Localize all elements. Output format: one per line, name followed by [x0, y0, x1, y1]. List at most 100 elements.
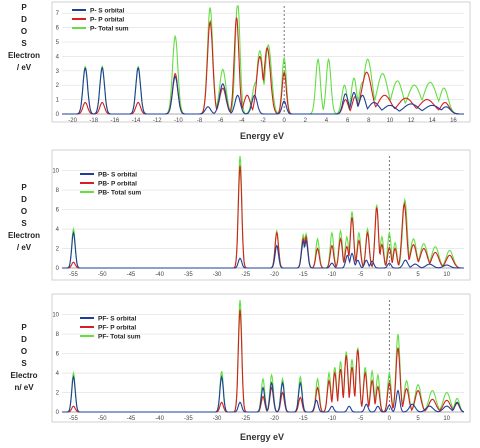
- ylabel-line: O: [21, 27, 27, 36]
- y-tick-label: 6: [56, 26, 60, 32]
- ylabel-line: P: [21, 3, 27, 12]
- panel-3-legend: PF- S orbital PF- P orbital PF- Total sum: [80, 316, 141, 341]
- panel-2-frame: [51, 149, 471, 281]
- y-tick-label: 6: [56, 208, 60, 214]
- x-tick-label: -12: [153, 118, 162, 124]
- x-tick-label: -35: [184, 272, 193, 278]
- y-tick-label: 4: [56, 54, 60, 60]
- x-tick-label: 6: [346, 118, 350, 124]
- ylabel-line: Electron: [8, 51, 40, 60]
- ylabel-line: D: [21, 15, 27, 24]
- x-tick-label: 4: [325, 118, 329, 124]
- x-tick-label: -45: [127, 416, 136, 422]
- x-tick-label: -20: [270, 272, 279, 278]
- legend-label: PF- P orbital: [98, 325, 136, 332]
- x-tick-label: -30: [213, 272, 222, 278]
- x-tick-label: -10: [328, 416, 337, 422]
- panel-1-xlabel: Energy eV: [240, 131, 284, 141]
- ylabel-line: D: [21, 335, 27, 344]
- x-tick-label: 0: [388, 416, 392, 422]
- x-tick-label: 0: [282, 118, 286, 124]
- y-tick-label: 10: [52, 313, 59, 319]
- x-tick-label: -5: [358, 416, 364, 422]
- x-tick-label: -14: [132, 118, 141, 124]
- x-tick-label: -35: [184, 416, 193, 422]
- x-tick-label: -25: [241, 416, 250, 422]
- y-tick-label: 2: [56, 83, 60, 89]
- legend-label: PB- Total sum: [98, 190, 141, 197]
- x-tick-label: 12: [408, 118, 415, 124]
- x-tick-label: -10: [174, 118, 183, 124]
- legend-label: P- Total sum: [90, 26, 129, 33]
- legend-label: PF- S orbital: [98, 316, 136, 323]
- ylabel-line: Electro: [10, 371, 37, 380]
- x-tick-label: -15: [299, 272, 308, 278]
- ylabel-line: n/ eV: [14, 383, 34, 392]
- ylabel-line: / eV: [17, 63, 32, 72]
- ylabel-line: O: [21, 207, 27, 216]
- ylabel-line: P: [21, 323, 27, 332]
- x-tick-label: -50: [98, 416, 107, 422]
- y-tick-label: 1: [56, 98, 60, 104]
- legend-label: PB- P orbital: [98, 181, 137, 188]
- x-tick-label: 10: [443, 272, 450, 278]
- legend-label: P- S orbital: [90, 8, 125, 15]
- ylabel-line: Electron: [8, 231, 40, 240]
- y-tick-label: 8: [56, 188, 60, 194]
- panel-3-xlabel: Energy eV: [240, 432, 284, 442]
- x-tick-label: 2: [304, 118, 308, 124]
- x-tick-label: -4: [239, 118, 245, 124]
- ylabel-line: O: [21, 347, 27, 356]
- legend-label: P- P orbital: [90, 17, 124, 24]
- ylabel-line: S: [21, 219, 27, 228]
- x-tick-label: -2: [260, 118, 266, 124]
- y-tick-label: 6: [56, 352, 60, 358]
- y-tick-label: 4: [56, 227, 60, 233]
- ylabel-line: P: [21, 183, 27, 192]
- x-tick-label: -16: [111, 118, 120, 124]
- x-tick-label: 14: [429, 118, 436, 124]
- x-tick-label: 10: [387, 118, 394, 124]
- y-tick-label: 10: [52, 169, 59, 175]
- x-tick-label: -6: [218, 118, 224, 124]
- x-tick-label: 0: [388, 272, 392, 278]
- x-tick-label: -55: [69, 416, 78, 422]
- x-tick-label: -8: [197, 118, 203, 124]
- y-tick-label: 2: [56, 391, 60, 397]
- x-tick-label: -30: [213, 416, 222, 422]
- y-tick-label: 0: [56, 112, 60, 118]
- y-tick-label: 3: [56, 69, 60, 75]
- x-tick-label: -40: [155, 272, 164, 278]
- x-tick-label: 5: [416, 272, 420, 278]
- ylabel-line: / eV: [17, 243, 32, 252]
- x-tick-label: -20: [270, 416, 279, 422]
- x-tick-label: -40: [155, 416, 164, 422]
- legend-label: PB- S orbital: [98, 172, 137, 179]
- x-tick-label: -5: [358, 272, 364, 278]
- legend-label: PF- Total sum: [98, 334, 141, 341]
- x-tick-label: -18: [89, 118, 98, 124]
- x-tick-label: 8: [367, 118, 371, 124]
- y-tick-label: 7: [56, 11, 60, 17]
- x-tick-label: -45: [127, 272, 136, 278]
- y-tick-label: 2: [56, 247, 60, 253]
- ylabel-line: S: [21, 359, 27, 368]
- y-tick-label: 5: [56, 40, 60, 46]
- panel-1-legend: P- S orbital P- P orbital P- Total sum: [72, 8, 129, 33]
- y-tick-label: 8: [56, 332, 60, 338]
- panel-2-legend: PB- S orbital PB- P orbital PB- Total sum: [80, 172, 141, 197]
- x-tick-label: -20: [68, 118, 77, 124]
- x-tick-label: -55: [69, 272, 78, 278]
- x-tick-label: 16: [450, 118, 457, 124]
- x-tick-label: -25: [241, 272, 250, 278]
